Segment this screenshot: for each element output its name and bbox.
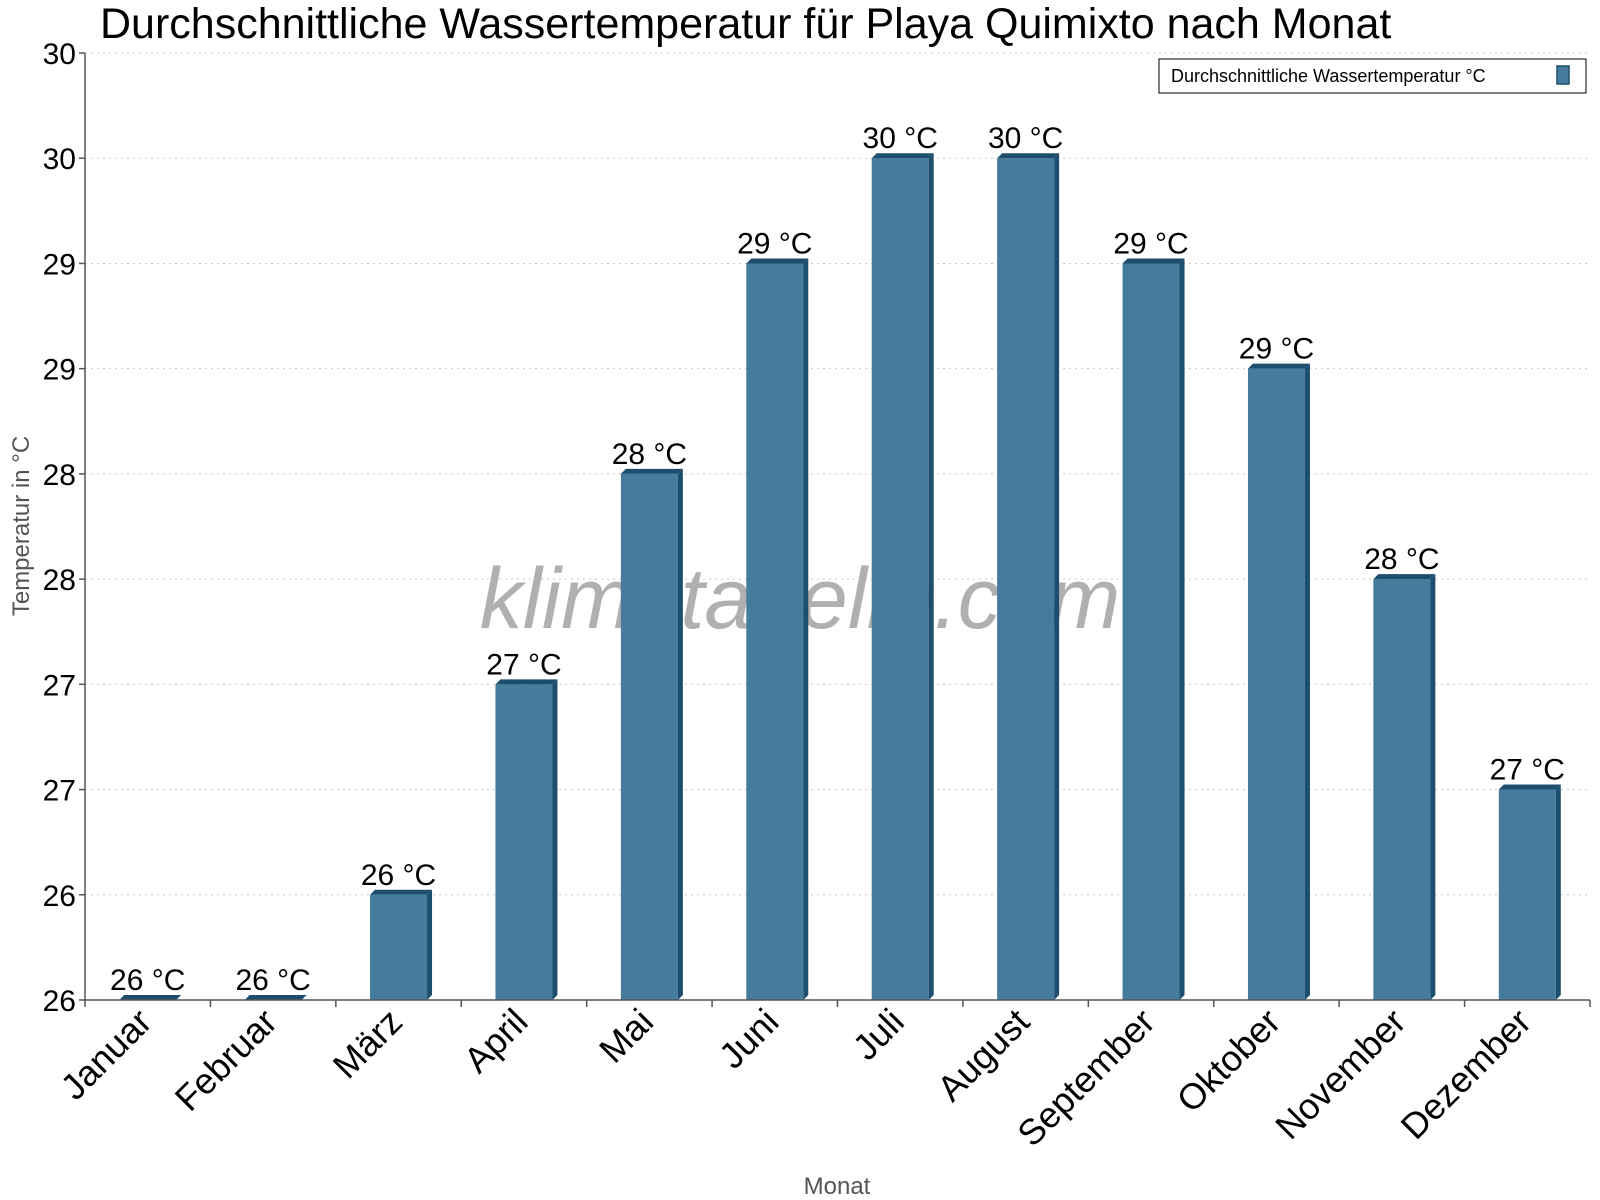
y-tick-label: 26 [43, 985, 76, 1018]
bar-top [1373, 574, 1436, 580]
x-tick-label: September [1009, 1001, 1163, 1155]
bar-top [871, 153, 934, 159]
bar-top [119, 995, 182, 1000]
data-label: 29 °C [1113, 227, 1188, 260]
bar [370, 889, 433, 1000]
legend-label: Durchschnittliche Wassertemperatur °C [1171, 66, 1486, 86]
x-axis-label: Monat [804, 1173, 871, 1200]
legend-box [1158, 58, 1587, 94]
data-label: 28 °C [612, 438, 687, 471]
bar-face [1247, 368, 1305, 1001]
bar-face [1373, 579, 1431, 1000]
data-label: 27 °C [1490, 754, 1565, 787]
bar-side [803, 258, 809, 1000]
x-tick-label: August [929, 1001, 1037, 1109]
legend-swatch [1556, 65, 1570, 85]
y-tick-label: 27 [43, 669, 76, 702]
bar-top [620, 468, 683, 474]
bar-face [746, 263, 804, 1000]
bar-top [495, 679, 558, 685]
y-ticks: 26 26 27 27 28 28 29 29 30 30 [43, 38, 85, 1018]
bar-face [1122, 263, 1180, 1000]
bar-side [1555, 784, 1561, 1000]
bar [997, 153, 1060, 1000]
bar [119, 995, 182, 1000]
bar [1373, 574, 1436, 1000]
data-labels: 26 °C 26 °C 26 °C 27 °C 28 °C 29 °C 30 °C 30 °C… [110, 122, 1565, 997]
x-ticks: Januar Februar März April Mai Juni Juli AugustS… [53, 1000, 1591, 1155]
bar-top [244, 995, 307, 1000]
y-tick-label: 27 [43, 775, 76, 808]
y-tick-label: 26 [43, 880, 76, 913]
bar [1498, 784, 1561, 1000]
x-tick-label: Juli [845, 1001, 912, 1068]
x-tick-label: Februar [167, 1001, 285, 1119]
bar-face [1498, 789, 1556, 1000]
bar [1122, 258, 1185, 1000]
y-tick-label: 28 [43, 459, 76, 492]
bar [746, 258, 809, 1000]
bar-face [871, 158, 929, 1000]
bar-top [1122, 258, 1185, 264]
x-tick-label: Juni [711, 1001, 787, 1077]
data-label: 26 °C [110, 964, 185, 997]
y-tick-label: 30 [43, 143, 76, 176]
x-tick-label: April [456, 1001, 536, 1081]
bar-face [495, 684, 553, 1000]
bar-side [427, 889, 433, 1000]
bar [495, 679, 558, 1000]
gridlines [85, 52, 1590, 896]
bar-side [1179, 258, 1185, 1000]
chart-title: Durchschnittliche Wassertemperatur für P… [100, 0, 1391, 48]
data-label: 26 °C [361, 859, 436, 892]
data-label: 30 °C [988, 122, 1063, 155]
bar-side [1430, 574, 1436, 1000]
x-tick-label: März [325, 1001, 411, 1087]
bar [1247, 363, 1310, 1001]
bar-top [370, 889, 433, 895]
bar-side [1304, 363, 1310, 1001]
data-label: 29 °C [1239, 333, 1314, 366]
bar-side [552, 679, 558, 1000]
bar-face [997, 158, 1055, 1000]
bar-side [928, 153, 934, 1000]
bar-face [620, 473, 678, 1000]
x-tick-label: November [1267, 1001, 1413, 1147]
y-tick-label: 30 [43, 38, 76, 71]
data-label: 27 °C [486, 648, 561, 681]
legend: Durchschnittliche Wassertemperatur °C [1158, 58, 1587, 94]
bar [871, 153, 934, 1000]
bar [244, 995, 307, 1000]
bars [119, 153, 1561, 1001]
bar-side [1054, 153, 1060, 1000]
data-label: 28 °C [1364, 543, 1439, 576]
bar-top [1498, 784, 1561, 790]
data-label: 26 °C [235, 964, 310, 997]
bar-top [1247, 363, 1310, 369]
x-tick-label: Dezember [1393, 1001, 1539, 1147]
bar-top [997, 153, 1060, 159]
bar [620, 468, 683, 1000]
x-tick-label: Mai [591, 1001, 661, 1071]
y-tick-label: 28 [43, 564, 76, 597]
data-label: 30 °C [863, 122, 938, 155]
y-tick-label: 29 [43, 248, 76, 281]
y-axis-label: Temperatur in °C [8, 436, 35, 616]
bar-top [746, 258, 809, 264]
data-label: 29 °C [737, 227, 812, 260]
x-tick-label: Oktober [1169, 1001, 1289, 1121]
bar-face [370, 894, 428, 1000]
y-tick-label: 29 [43, 354, 76, 387]
bar-side [677, 468, 683, 1000]
